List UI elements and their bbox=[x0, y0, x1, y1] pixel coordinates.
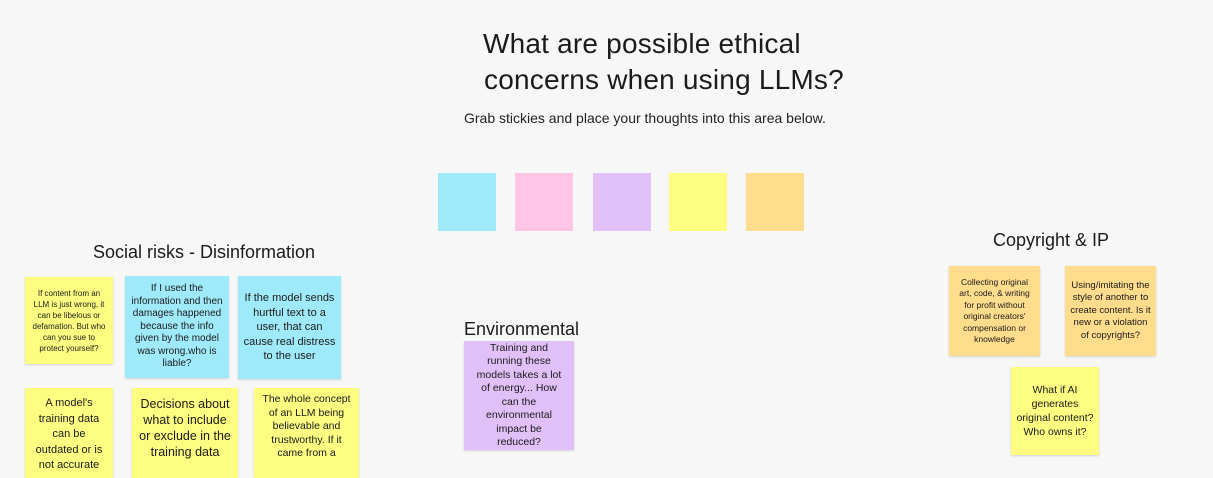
title-line-2: concerns when using LLMs? bbox=[484, 64, 844, 95]
sticky-swatch-pink[interactable] bbox=[515, 173, 573, 231]
board-title: What are possible ethical concerns when … bbox=[483, 26, 903, 98]
sticky-swatch-purple[interactable] bbox=[593, 173, 651, 231]
sticky-swatch-yellow[interactable] bbox=[669, 173, 727, 231]
board-subtitle: Grab stickies and place your thoughts in… bbox=[464, 110, 826, 126]
section-heading-copyright-ip: Copyright & IP bbox=[993, 230, 1110, 250]
sticky-text: If the model sends hurtful text to a use… bbox=[243, 292, 336, 363]
sticky-note[interactable]: Decisions about what to include or exclu… bbox=[132, 388, 238, 478]
sticky-text: Training and running these models takes … bbox=[476, 341, 562, 449]
sticky-note[interactable]: Collecting original art, code, & writing… bbox=[949, 266, 1040, 356]
sticky-note[interactable]: Using/imitating the style of another to … bbox=[1065, 266, 1156, 356]
sticky-note[interactable]: If content from an LLM is just wrong, it… bbox=[25, 277, 113, 364]
sticky-swatch-cyan[interactable] bbox=[438, 173, 496, 231]
sticky-note[interactable]: Training and running these models takes … bbox=[464, 341, 574, 450]
section-heading-environmental: Environmental bbox=[464, 319, 580, 339]
sticky-text: Using/imitating the style of another to … bbox=[1070, 279, 1151, 341]
sticky-text: Decisions about what to include or exclu… bbox=[139, 397, 231, 459]
sticky-text: A model's training data can be outdated … bbox=[35, 397, 103, 471]
sticky-text: Collecting original art, code, & writing… bbox=[959, 276, 1030, 345]
sticky-text: If content from an LLM is just wrong, it… bbox=[32, 288, 106, 353]
sticky-note[interactable]: If the model sends hurtful text to a use… bbox=[238, 276, 341, 379]
sticky-text: The whole concept of an LLM being believ… bbox=[262, 393, 351, 459]
title-line-1: What are possible ethical bbox=[483, 28, 801, 59]
sticky-note[interactable]: The whole concept of an LLM being believ… bbox=[254, 388, 359, 478]
sticky-swatch-orange[interactable] bbox=[746, 173, 804, 231]
sticky-note[interactable]: What if AI generates original content? W… bbox=[1011, 367, 1099, 455]
sticky-text: If I used the information and then damag… bbox=[131, 283, 223, 370]
sticky-text: What if AI generates original content? W… bbox=[1016, 384, 1094, 438]
section-heading-social-risks: Social risks - Disinformation bbox=[93, 242, 316, 262]
sticky-note[interactable]: If I used the information and then damag… bbox=[125, 276, 229, 378]
